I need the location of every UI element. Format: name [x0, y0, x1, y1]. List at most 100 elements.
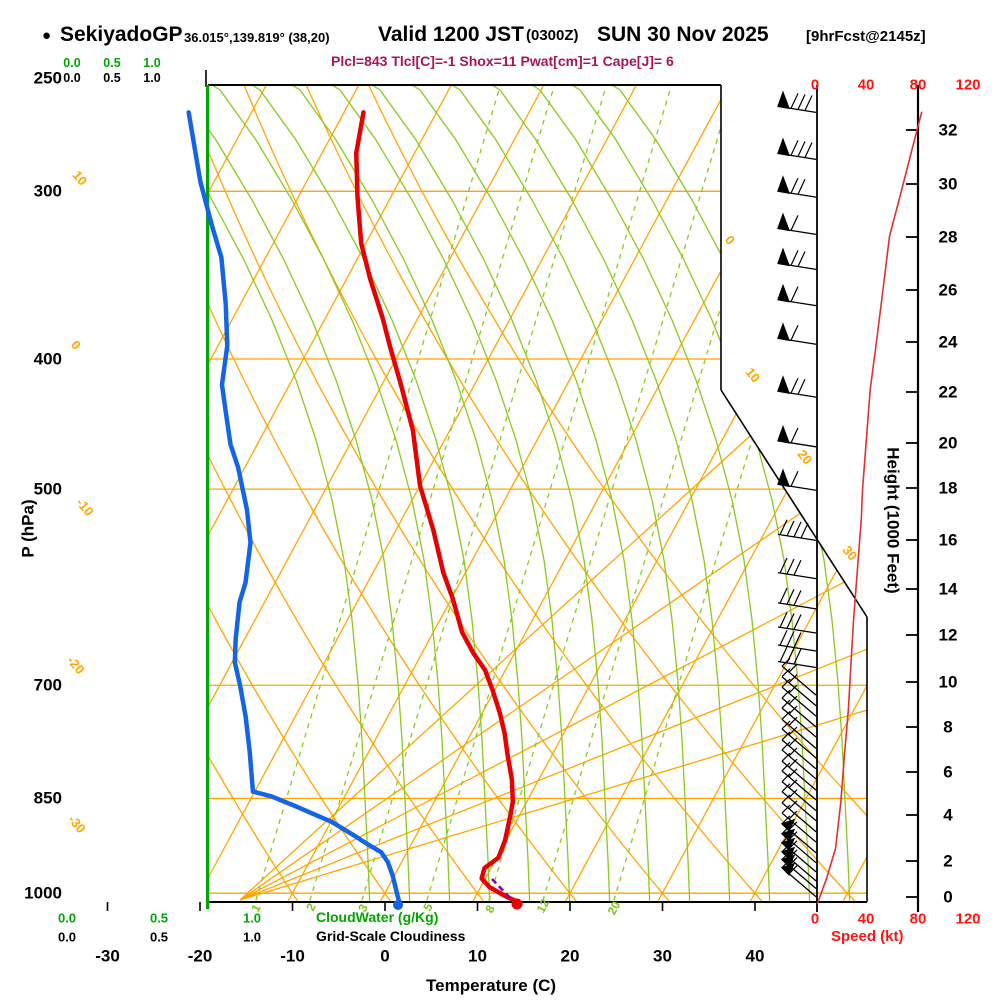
pressure-tick-label: 250 — [33, 68, 62, 88]
wind-barb — [777, 630, 817, 652]
wind-barb — [777, 612, 817, 634]
cloudwater-scale-bottom-05: 0.5 — [149, 910, 169, 926]
height-tick-label: 28 — [938, 227, 958, 247]
wind-barb — [777, 322, 817, 345]
height-tick-label: 18 — [938, 478, 958, 498]
surface-dewpoint-dot — [393, 900, 403, 910]
pressure-tick-label: 700 — [33, 675, 62, 695]
height-tick-label: 8 — [943, 717, 953, 737]
temperature-tick-label: 20 — [560, 946, 580, 966]
wind-barb — [777, 90, 817, 113]
wind-barb — [781, 773, 817, 812]
wind-barb — [777, 468, 817, 491]
stability-indices: Plcl=843 Tlcl[C]=-1 Shox=11 Pwat[cm]=1 C… — [331, 53, 674, 69]
parcel-path — [491, 878, 517, 905]
pressure-tick-label: 1000 — [24, 883, 62, 903]
speed-tick-label-bottom: 120 — [955, 910, 981, 928]
speed-tick-label-top: 120 — [955, 76, 981, 94]
speed-tick-label-top: 0 — [810, 76, 820, 94]
gridscale-scale-top-05: 0.5 — [103, 70, 121, 85]
wind-barbs — [777, 90, 817, 898]
height-tick-label: 14 — [938, 579, 958, 599]
speed-tick-label-top: 40 — [857, 76, 875, 94]
wind-barb — [777, 212, 817, 236]
height-axis-title: Height (1000 Feet) — [883, 447, 903, 594]
gridscale-scale-bottom-0: 0.0 — [57, 929, 77, 945]
gridscale-scale-top-1: 1.0 — [143, 70, 161, 85]
wind-barb — [781, 741, 817, 780]
cloudwater-scale-bottom-1: 1.0 — [242, 910, 262, 926]
temperature-tick-label: -10 — [280, 946, 305, 966]
wind-barb — [777, 587, 817, 610]
pressure-axis-spine — [206, 85, 210, 909]
wind-barb — [780, 859, 817, 898]
wind-barb — [777, 175, 817, 198]
station-bullet-icon: ● — [42, 27, 52, 44]
gridscale-scale-bottom-1: 1.0 — [242, 929, 262, 945]
wind-barb — [777, 519, 817, 542]
height-tick-label: 24 — [938, 332, 958, 352]
height-tick-label: 20 — [938, 433, 958, 453]
plot-frame — [106, 70, 920, 912]
temperature-trace — [353, 110, 521, 905]
height-tick-label: 6 — [943, 762, 953, 782]
gridscale-axis-title: Grid-Scale Cloudiness — [316, 928, 466, 944]
speed-tick-label-bottom: 0 — [810, 910, 820, 928]
wind-barb — [777, 247, 817, 271]
temperature-tick-label: 30 — [653, 946, 672, 966]
height-tick-label: 30 — [938, 174, 958, 194]
speed-tick-label-bottom: 80 — [909, 910, 927, 928]
valid-time-utc: (0300Z) — [526, 27, 579, 44]
dewpoint-trace — [186, 110, 402, 905]
valid-date: SUN 30 Nov 2025 — [597, 23, 769, 46]
height-tick-label: 10 — [938, 672, 958, 692]
cloudwater-scale-top-1: 1.0 — [143, 55, 161, 70]
wind-barb — [781, 710, 817, 749]
thermo-grid — [208, 85, 867, 902]
height-tick-label: 16 — [938, 530, 958, 550]
forecast-info: [9hrFcst@2145z] — [806, 28, 926, 45]
height-tick-label: 26 — [938, 280, 958, 300]
wind-barb — [781, 762, 817, 801]
gridscale-scale-top-0: 0.0 — [63, 70, 81, 85]
wind-barb — [777, 283, 817, 307]
surface-temperature-dot — [511, 898, 523, 910]
pressure-tick-label: 300 — [33, 181, 62, 201]
height-tick-label: 2 — [943, 851, 953, 871]
wind-barb — [780, 825, 817, 864]
wind-barb — [781, 731, 817, 770]
wind-barb — [777, 375, 817, 398]
height-tick-label: 4 — [943, 805, 953, 825]
wind-speed-trace — [816, 111, 923, 904]
station-coordinates: 36.015°,139.819° (38,20) — [184, 30, 330, 45]
pressure-tick-label: 850 — [33, 788, 62, 808]
pressure-tick-label: 500 — [33, 479, 62, 499]
pressure-tick-label: 400 — [33, 349, 62, 369]
speed-tick-label-bottom: 40 — [857, 910, 875, 928]
gridscale-scale-bottom-05: 0.5 — [149, 929, 169, 945]
height-tick-label: 32 — [938, 120, 958, 140]
temperature-tick-label: 40 — [745, 946, 765, 966]
temperature-tick-label: -30 — [95, 946, 120, 966]
cloudwater-scale-top-05: 0.5 — [103, 55, 121, 70]
wind-barb — [780, 834, 817, 873]
temperature-axis-title: Temperature (C) — [426, 976, 557, 995]
cloudwater-scale-bottom-0: 0.0 — [57, 910, 77, 926]
temperature-tick-label: -20 — [187, 946, 213, 966]
temperature-tick-label: 0 — [380, 946, 390, 966]
height-tick-label: 0 — [943, 887, 953, 907]
height-tick-label: 12 — [938, 625, 958, 645]
station-name: SekiyadoGP — [60, 23, 183, 46]
speed-tick-label-top: 80 — [909, 76, 927, 94]
valid-time: Valid 1200 JST — [378, 23, 524, 46]
temperature-tick-label: 10 — [468, 946, 487, 966]
wind-barb — [777, 137, 817, 160]
cloudwater-scale-top-0: 0.0 — [63, 55, 81, 70]
wind-barb — [777, 557, 817, 580]
speed-axis-title: Speed (kt) — [831, 928, 904, 945]
wind-barb — [777, 424, 817, 448]
cloudwater-axis-title: CloudWater (g/Kg) — [316, 909, 439, 925]
height-tick-label: 22 — [938, 382, 958, 402]
